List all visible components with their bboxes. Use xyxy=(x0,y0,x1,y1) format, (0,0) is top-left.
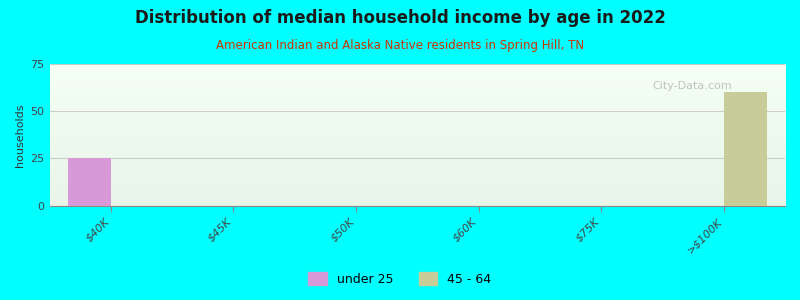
Text: City-Data.com: City-Data.com xyxy=(653,81,732,91)
Text: American Indian and Alaska Native residents in Spring Hill, TN: American Indian and Alaska Native reside… xyxy=(216,39,584,52)
Bar xyxy=(68,158,111,206)
Bar xyxy=(724,92,766,206)
Legend: under 25, 45 - 64: under 25, 45 - 64 xyxy=(303,267,497,291)
Y-axis label: households: households xyxy=(15,103,25,166)
Text: Distribution of median household income by age in 2022: Distribution of median household income … xyxy=(134,9,666,27)
